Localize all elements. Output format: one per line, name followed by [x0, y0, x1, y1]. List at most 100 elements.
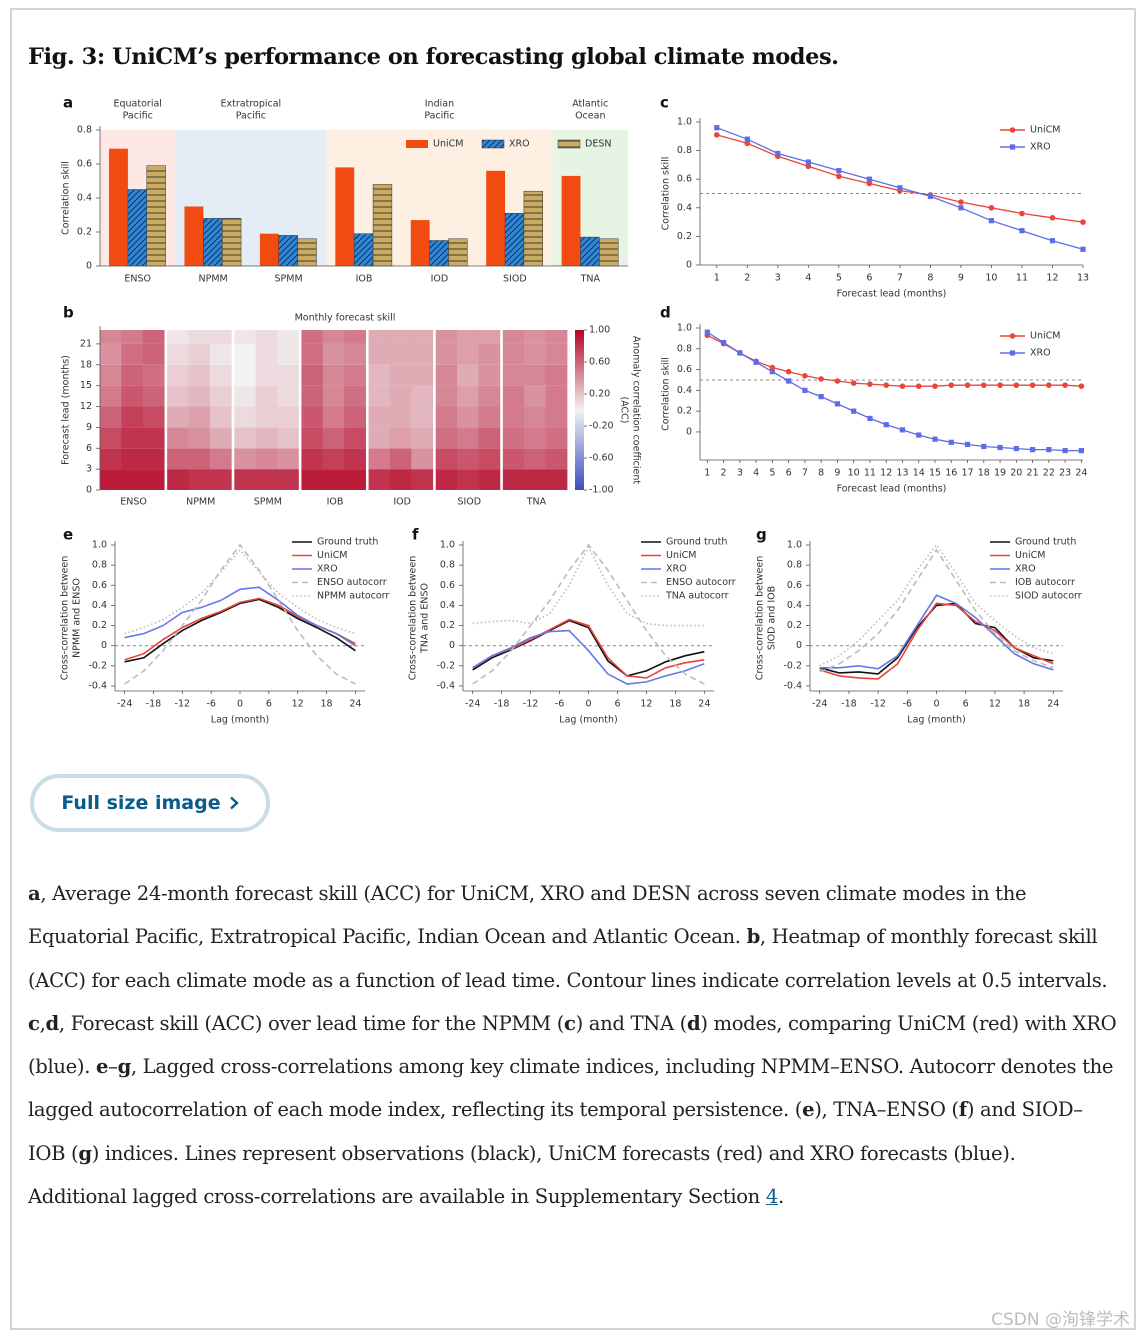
y-tick-label: 0 — [449, 640, 455, 651]
heat-cell — [188, 469, 211, 490]
heat-cell — [255, 469, 278, 490]
heat-cell — [301, 330, 324, 344]
heat-cell — [277, 330, 299, 344]
x-tick-label: 12 — [292, 699, 304, 710]
point — [1062, 382, 1068, 388]
x-tick-label: -24 — [117, 699, 133, 710]
heat-cell — [411, 448, 434, 470]
bar — [580, 236, 600, 267]
x-tick-label: 6 — [266, 699, 272, 710]
full-size-button[interactable]: Full size image — [30, 774, 270, 832]
point — [744, 136, 750, 142]
legend-label: XRO — [317, 564, 338, 575]
caption-text: d — [45, 1011, 59, 1035]
legend-swatch — [557, 139, 581, 149]
chevron-icon — [229, 796, 239, 810]
heat-cell — [322, 406, 345, 428]
button-label[interactable]: Full size image — [61, 792, 221, 814]
caption-text: c — [564, 1011, 576, 1035]
heat-cell — [524, 343, 547, 365]
region-label: Atlantic — [572, 99, 608, 110]
caption-text: ) indices. Lines represent observations … — [28, 1141, 1016, 1209]
heat-cell — [121, 427, 144, 449]
heat-cell — [502, 364, 525, 386]
y-tick-label: 1.0 — [92, 540, 107, 551]
heat-cell — [344, 385, 366, 407]
y-tick-label: 0.4 — [92, 600, 107, 611]
heat-cell — [167, 343, 189, 365]
y-tick-label: 1.0 — [677, 117, 692, 128]
y-tick-label: 0.2 — [677, 231, 692, 242]
point — [850, 380, 857, 386]
heat-cell — [234, 385, 257, 407]
legend-marker — [1009, 350, 1016, 356]
point — [867, 415, 873, 422]
caption-text: a — [28, 882, 41, 905]
x-tick-label: 24 — [698, 699, 710, 710]
heat-cell — [524, 448, 547, 470]
caption-text: ), TNA–ENSO ( — [814, 1098, 959, 1122]
x-tick-label: SIOD — [457, 497, 481, 508]
figure: a EquatorialPacificExtratropicalPacificIn… — [60, 94, 1090, 726]
x-tick-label: 23 — [1059, 468, 1071, 479]
series-line — [124, 598, 356, 663]
y-tick-label: 0.2 — [787, 620, 802, 631]
heat-cell — [255, 427, 278, 449]
point — [980, 382, 987, 388]
heat-cell — [435, 364, 458, 386]
heat-cell — [368, 448, 391, 470]
x-tick-label: 10 — [848, 468, 860, 479]
legend-label: TNA autocorr — [665, 591, 729, 602]
y-tick-label: 0.6 — [787, 580, 802, 591]
heat-cell — [121, 469, 144, 490]
point — [1019, 228, 1025, 234]
heat-cell — [100, 427, 122, 449]
bar — [335, 167, 355, 266]
y-axis-label: Forecast lead (months) — [61, 355, 72, 465]
heat-cell — [478, 406, 501, 428]
point — [836, 168, 842, 174]
heat-cell — [277, 406, 299, 428]
heat-cell — [344, 330, 366, 344]
heat-cell — [457, 364, 479, 386]
heat-cell — [142, 469, 165, 490]
heat-cell — [100, 364, 122, 386]
point — [958, 199, 964, 205]
heat-cell — [209, 448, 232, 470]
heat-cell — [322, 469, 345, 490]
figure-title: Fig. 3: UniCM’s performance on forecasti… — [28, 44, 839, 70]
heat-cell — [524, 330, 547, 344]
caption-text: g — [78, 1141, 92, 1165]
heat-cell — [502, 343, 525, 365]
x-tick-label: 24 — [1047, 699, 1059, 710]
heat-cell — [142, 385, 165, 407]
heat-cell — [188, 343, 211, 365]
heat-cell — [188, 364, 211, 386]
y-tick-label: 0 — [86, 485, 92, 496]
y-tick-label: 0.4 — [787, 600, 802, 611]
y-tick-label: -0.4 — [88, 680, 107, 691]
y-tick-label: 21 — [80, 338, 92, 349]
point — [916, 432, 922, 438]
region-label: Equatorial — [114, 99, 162, 110]
point — [714, 125, 720, 131]
heat-cell — [234, 469, 257, 490]
y-tick-label: -0.2 — [436, 660, 455, 671]
heat-cell — [100, 469, 122, 490]
x-tick-label: -6 — [555, 699, 564, 710]
x-tick-label: IOB — [327, 497, 344, 508]
point — [1049, 238, 1056, 244]
bar — [259, 233, 279, 266]
y-tick-label: 0.8 — [677, 343, 692, 354]
heat-cell — [545, 469, 568, 490]
heat-cell — [209, 343, 232, 365]
point — [836, 173, 842, 180]
x-tick-label: ENSO — [124, 274, 151, 285]
heat-cell — [100, 448, 122, 470]
x-tick-label: 12 — [640, 699, 652, 710]
caption-link[interactable]: 4 — [765, 1185, 778, 1209]
heat-cell — [389, 364, 412, 386]
x-tick-label: IOD — [393, 497, 411, 508]
heat-cell — [478, 385, 501, 407]
heat-cell — [502, 385, 525, 407]
